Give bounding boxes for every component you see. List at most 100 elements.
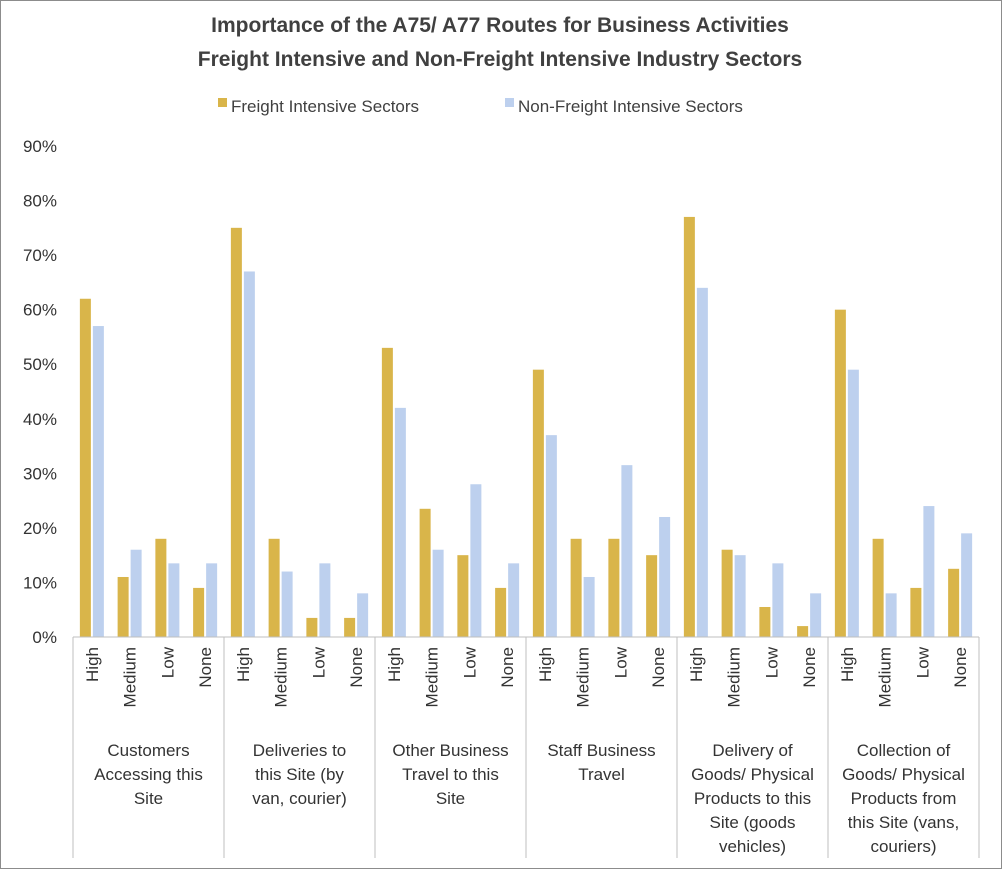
group-label-line: Customers	[107, 741, 189, 760]
x-tick-label: Medium	[876, 647, 895, 707]
bar-non-freight	[772, 563, 784, 637]
x-tick-label: Low	[460, 646, 479, 678]
bar-freight	[608, 538, 620, 637]
y-tick-label: 90%	[23, 137, 57, 156]
chart-subtitle: Freight Intensive and Non-Freight Intens…	[198, 48, 802, 71]
bar-freight	[193, 587, 205, 637]
bar-freight	[570, 538, 582, 637]
bar-freight	[344, 617, 356, 637]
bar-freight	[268, 538, 280, 637]
bar-non-freight	[206, 563, 218, 637]
y-tick-label: 20%	[23, 519, 57, 538]
bars	[79, 216, 973, 638]
x-tick-label: Medium	[725, 647, 744, 707]
y-tick-label: 10%	[23, 573, 57, 592]
bar-freight	[117, 576, 129, 637]
bar-freight	[419, 508, 431, 637]
legend: Freight Intensive Sectors Non-Freight In…	[218, 97, 743, 116]
y-tick-label: 50%	[23, 355, 57, 374]
group-label-line: Products from	[851, 789, 957, 808]
bar-freight	[230, 227, 242, 638]
group-label: Staff Business Travel	[547, 741, 655, 784]
bar-non-freight	[130, 549, 142, 637]
x-tick-label: High	[83, 647, 102, 682]
bar-freight	[910, 587, 922, 637]
group-label: Other Business Travel to this Site	[392, 741, 508, 808]
group-label-line: couriers)	[870, 837, 936, 856]
bar-freight	[834, 309, 846, 637]
y-tick-label: 0%	[32, 628, 57, 647]
x-tick-label: Low	[611, 646, 630, 678]
group-label-line: Delivery of	[712, 741, 793, 760]
group-label-line: Site	[436, 789, 465, 808]
x-tick-label: None	[498, 647, 517, 688]
x-tick-label: Medium	[423, 647, 442, 707]
bar-non-freight	[357, 593, 369, 637]
bar-non-freight	[508, 563, 520, 637]
bar-non-freight	[885, 593, 897, 637]
group-label-line: van, courier)	[252, 789, 346, 808]
bar-non-freight	[394, 407, 406, 637]
group-label: Delivery of Goods/ Physical Products to th…	[691, 741, 814, 856]
bar-non-freight	[243, 271, 255, 637]
bar-freight	[683, 216, 695, 637]
bar-non-freight	[432, 549, 444, 637]
group-label-line: this Site (vans,	[848, 813, 960, 832]
x-tick-label: Low	[913, 646, 932, 678]
bar-freight	[306, 617, 318, 637]
bar-non-freight	[923, 506, 935, 637]
bar-freight	[532, 369, 544, 637]
group-label: Customers Accessing this Site	[94, 741, 203, 808]
x-tick-label: None	[196, 647, 215, 688]
group-label-line: Products to this	[694, 789, 811, 808]
group-label-line: Accessing this	[94, 765, 203, 784]
bar-non-freight	[281, 571, 293, 637]
group-label-line: Site (goods	[710, 813, 796, 832]
group-label-line: vehicles)	[719, 837, 786, 856]
group-label-line: Site	[134, 789, 163, 808]
y-tick-label: 80%	[23, 192, 57, 211]
bar-freight	[948, 568, 960, 637]
bar-freight	[872, 538, 884, 637]
bar-freight	[79, 298, 91, 637]
x-tick-label: Low	[309, 646, 328, 678]
bar-non-freight	[734, 555, 746, 637]
legend-swatch-freight	[218, 98, 227, 107]
x-tick-label: High	[838, 647, 857, 682]
bar-freight	[495, 587, 507, 637]
x-tick-label: None	[347, 647, 366, 688]
y-tick-label: 70%	[23, 246, 57, 265]
x-tick-label: Low	[762, 646, 781, 678]
x-tick-label: High	[687, 647, 706, 682]
x-tick-label: Medium	[121, 647, 140, 707]
x-tick-label: None	[951, 647, 970, 688]
group-label-line: this Site (by	[255, 765, 344, 784]
chart-title: Importance of the A75/ A77 Routes for Bu…	[211, 14, 789, 37]
bar-non-freight	[847, 369, 859, 637]
bar-non-freight	[696, 287, 708, 637]
x-axis: High Medium Low None Customers Accessing this…	[72, 636, 980, 858]
bar-non-freight	[168, 563, 180, 637]
group-label-line: Travel to this	[402, 765, 499, 784]
x-tick-label: Low	[158, 646, 177, 678]
x-tick-label: Medium	[574, 647, 593, 707]
bar-non-freight	[621, 465, 633, 637]
bar-non-freight	[319, 563, 331, 637]
bar-freight	[797, 626, 809, 637]
y-tick-label: 60%	[23, 301, 57, 320]
bar-freight	[155, 538, 167, 637]
bar-freight	[381, 347, 393, 637]
group-label-line: Goods/ Physical	[842, 765, 965, 784]
bar-non-freight	[470, 484, 482, 637]
group-label-line: Staff Business	[547, 741, 655, 760]
group-label-line: Deliveries to	[253, 741, 347, 760]
y-tick-label: 40%	[23, 410, 57, 429]
x-tick-label: None	[800, 647, 819, 688]
group-label-line: Goods/ Physical	[691, 765, 814, 784]
legend-label-freight: Freight Intensive Sectors	[231, 97, 419, 116]
bar-non-freight	[545, 435, 557, 637]
y-axis: 0% 10% 20% 30% 40% 50% 60% 70% 80% 90%	[23, 137, 57, 647]
bar-freight	[721, 549, 733, 637]
x-tick-label: High	[536, 647, 555, 682]
